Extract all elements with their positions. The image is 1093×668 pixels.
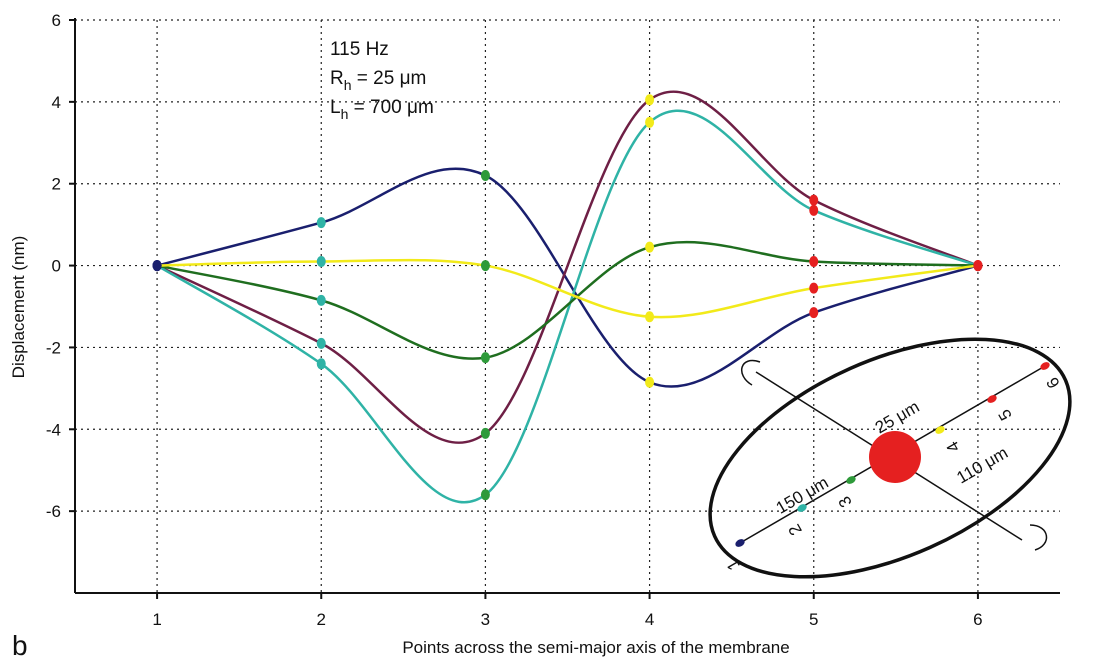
y-tick-label: 2 [52,175,61,194]
point-marker [809,204,819,216]
x-tick-label: 1 [152,610,161,629]
point-marker [809,194,819,206]
point-marker [645,241,655,253]
inset-point [1040,362,1050,370]
inset-point-label: 3 [835,493,856,511]
x-tick-label: 4 [645,610,654,629]
plot-area: -6 -4 -2 0 2 4 6 1 2 3 4 5 6 [46,11,1060,629]
annotation-part: = 700 μm [348,97,433,118]
point-marker [645,116,655,128]
annotation-part: 115 Hz [330,39,389,60]
point-marker [152,260,162,272]
x-tick-label: 5 [809,610,818,629]
y-tick-label: 4 [52,93,61,112]
panel-label: b [12,630,28,661]
point-marker [316,255,326,267]
point-marker [973,260,983,272]
inset-point [935,426,945,434]
rotation-arrow [1029,524,1048,551]
inset-point-label: 5 [995,406,1016,424]
inset-point [846,476,856,484]
annotation: Lh = 700 μm [330,97,434,122]
y-tick-label: 6 [52,11,61,30]
point-marker [316,358,326,370]
annotation-block: 115 Hz Rh = 25 μm Lh = 700 μm [330,39,434,122]
point-marker [316,294,326,306]
inset-point [735,539,745,547]
point-marker [645,94,655,106]
point-marker [480,352,490,364]
x-axis-label: Points across the semi-major axis of the… [402,638,789,657]
annotation-part: = 25 μm [352,68,427,89]
inset-point-label: 2 [785,521,806,539]
series-line [156,240,978,360]
point-marker [809,255,819,267]
inset-point [987,395,997,403]
hole [869,431,921,483]
annotation-subscript: h [341,106,349,122]
inset-point [797,504,807,512]
annotation: 115 Hz [330,39,389,60]
inset-point-label: 4 [943,438,964,456]
point-marker [316,337,326,349]
rotation-arrow [741,359,761,386]
y-axis-label: Displacement (nm) [9,236,28,379]
y-tick-label: -4 [46,420,61,439]
annotation-part: L [330,97,341,118]
series-line [156,167,979,388]
point-marker [645,376,655,388]
point-marker [645,311,655,323]
point-marker [480,260,490,272]
x-tick-label: 3 [481,610,490,629]
point-marker [809,307,819,319]
annotation-subscript: h [344,77,352,93]
membrane-outline [708,337,1072,579]
point-marker [809,282,819,294]
series-line [156,90,979,444]
point-marker [480,489,490,501]
y-tick-label: -2 [46,338,61,357]
point-marker [480,427,490,439]
inset-dimension-label: 110 μm [953,443,1011,487]
y-tick-label: -6 [46,502,61,521]
annotation: Rh = 25 μm [330,68,426,93]
point-marker [316,217,326,229]
y-tick-label: 0 [52,257,61,276]
annotation-part: R [330,68,344,89]
x-tick-label: 2 [317,610,326,629]
inset-point-label: 6 [1043,374,1064,392]
x-tick-label: 6 [973,610,982,629]
point-marker [480,170,490,182]
series-line [157,258,979,319]
